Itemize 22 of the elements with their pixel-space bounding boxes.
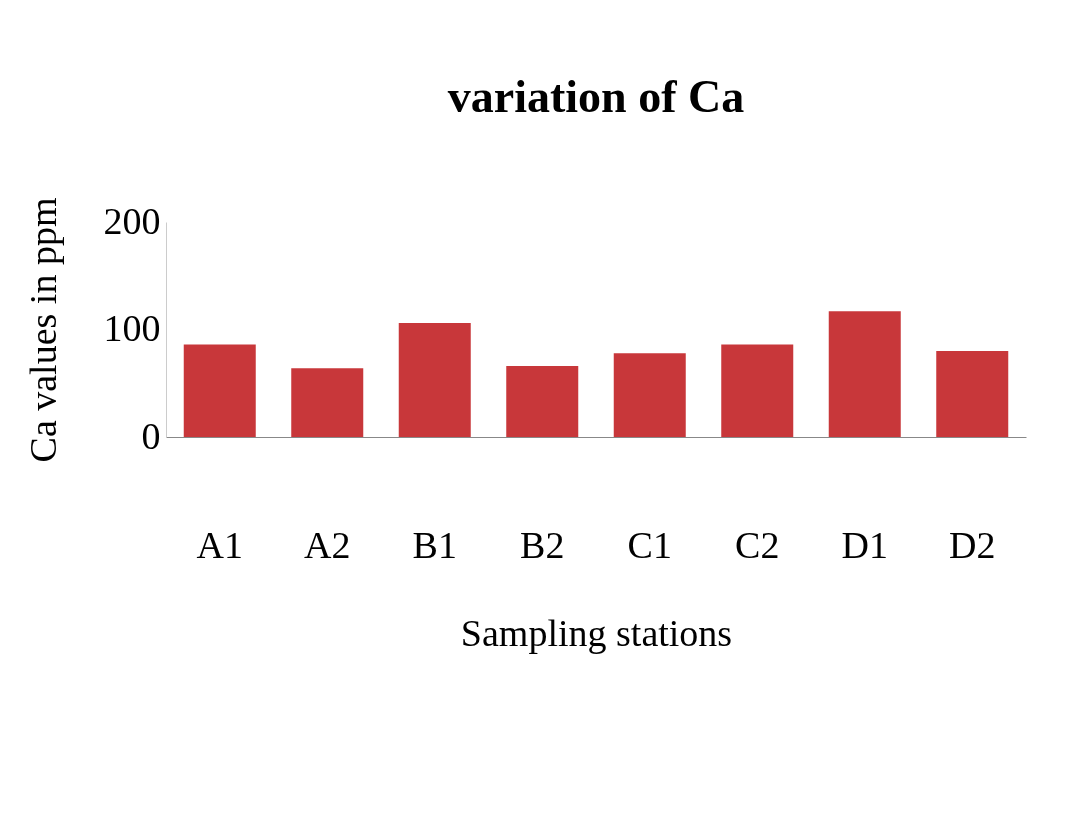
bar <box>398 323 471 437</box>
x-axis-title: Sampling stations <box>460 611 733 654</box>
x-tick-label: A1 <box>196 523 243 566</box>
bar <box>183 344 256 437</box>
x-tick-label: D1 <box>841 523 888 566</box>
bar <box>828 311 901 437</box>
x-tick-label: C2 <box>735 523 780 566</box>
bar <box>506 366 579 437</box>
y-tick-label: 200 <box>103 199 161 242</box>
y-tick-label: 0 <box>141 414 161 457</box>
bar <box>291 368 364 437</box>
x-tick-label: C1 <box>627 523 672 566</box>
bar <box>613 353 686 437</box>
x-tick-label: A2 <box>304 523 351 566</box>
x-tick-label: B2 <box>520 523 565 566</box>
bar <box>936 351 1009 437</box>
x-tick-label: D2 <box>949 523 996 566</box>
bar <box>721 344 794 437</box>
y-axis-title: Ca values in ppm <box>21 197 64 463</box>
y-tick-label: 100 <box>103 307 161 349</box>
chart-title: variation of Ca <box>447 71 745 123</box>
x-tick-label: B1 <box>412 523 457 566</box>
